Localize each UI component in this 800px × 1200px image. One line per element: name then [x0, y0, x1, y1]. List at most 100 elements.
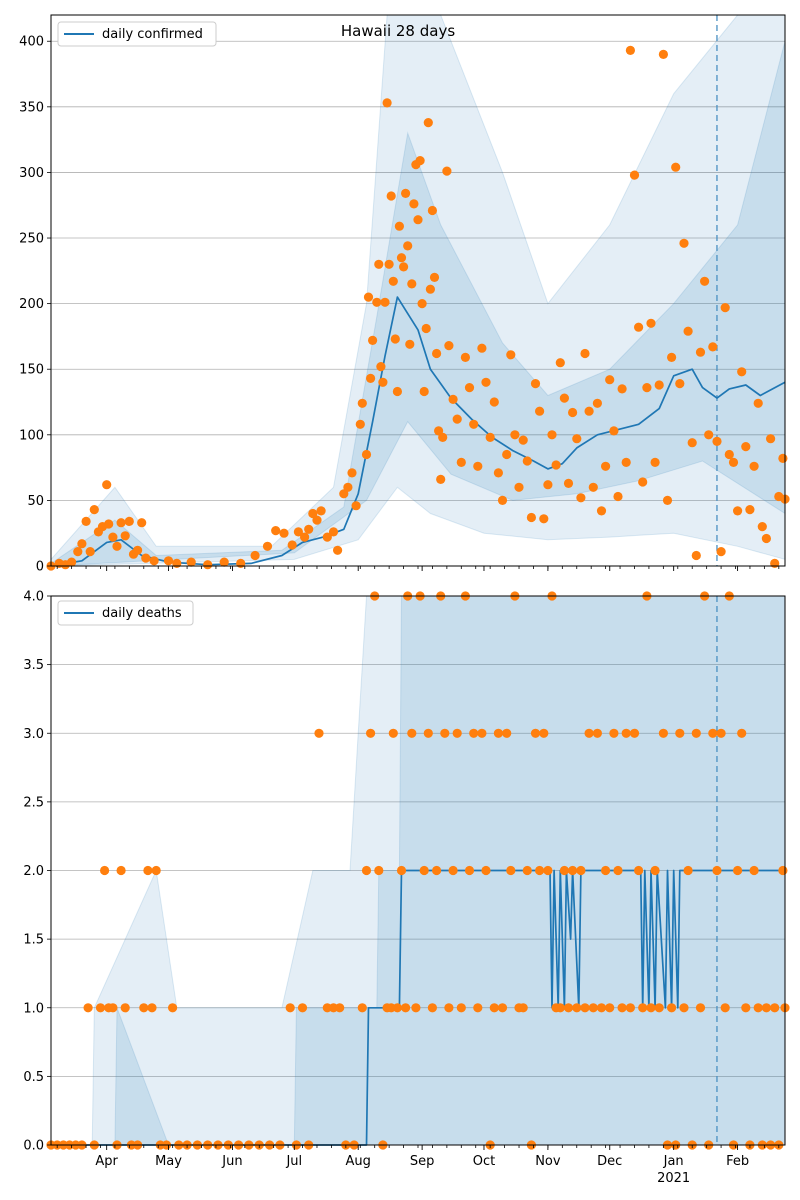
- data-point: [378, 377, 388, 387]
- data-point: [427, 205, 437, 216]
- data-point: [634, 865, 644, 876]
- data-point: [708, 728, 718, 738]
- data-point: [333, 545, 343, 555]
- data-point: [357, 398, 367, 408]
- data-point: [89, 505, 99, 515]
- y-tick-label: 1.0: [23, 1001, 44, 1016]
- data-point: [728, 457, 739, 467]
- data-point: [658, 49, 669, 60]
- data-point: [347, 468, 357, 478]
- deaths-axes: 0.0 0.5 1.0 1.5 2.0 2.5 3.0 3.5 4.0 Apr May Jun Jul A…: [23, 590, 786, 1186]
- data-point: [314, 728, 324, 738]
- data-point: [149, 556, 159, 566]
- confirmed-points: [46, 45, 790, 571]
- data-point: [667, 352, 677, 362]
- data-point: [108, 1003, 118, 1013]
- data-point: [753, 1003, 763, 1013]
- data-point: [438, 432, 448, 442]
- data-point: [429, 272, 440, 282]
- y-tick-label: 400: [19, 35, 44, 50]
- confirmed-legend: daily confirmed: [57, 21, 217, 47]
- data-point: [413, 215, 423, 225]
- data-point: [485, 432, 495, 442]
- data-point: [617, 384, 627, 394]
- data-point: [704, 430, 714, 440]
- data-point: [419, 865, 429, 876]
- data-point: [778, 453, 788, 463]
- data-point: [427, 1003, 437, 1013]
- data-point: [366, 373, 376, 383]
- y-tick-label: 150: [19, 363, 44, 378]
- data-point: [440, 728, 450, 738]
- data-point: [601, 461, 611, 471]
- data-point: [112, 541, 122, 551]
- data-point: [654, 1003, 664, 1013]
- data-point: [382, 98, 392, 108]
- data-point: [415, 156, 425, 166]
- data-point: [559, 865, 570, 876]
- data-point: [683, 865, 693, 876]
- data-point: [297, 1003, 308, 1013]
- data-point: [493, 728, 503, 738]
- data-point: [514, 482, 524, 492]
- data-point: [580, 1003, 590, 1013]
- y-tick-label: 0.0: [23, 1139, 44, 1154]
- data-point: [186, 557, 196, 567]
- data-point: [708, 342, 718, 352]
- data-point: [392, 1003, 402, 1013]
- data-point: [650, 865, 660, 876]
- data-point: [667, 1003, 677, 1013]
- data-point: [539, 514, 549, 524]
- data-point: [555, 1003, 565, 1013]
- data-point: [576, 865, 586, 876]
- data-point: [563, 1003, 574, 1013]
- data-point: [432, 865, 442, 876]
- x-tick-label: Jun: [221, 1154, 242, 1169]
- data-point: [460, 352, 470, 362]
- data-point: [572, 1003, 582, 1013]
- data-point: [390, 334, 400, 344]
- data-point: [749, 865, 759, 876]
- y-tick-label: 2.5: [23, 795, 44, 810]
- y-tick-label: 50: [27, 494, 44, 509]
- data-point: [691, 728, 701, 738]
- data-point: [662, 495, 673, 505]
- data-point: [444, 341, 454, 351]
- chart-title: Hawaii 28 days: [341, 22, 455, 40]
- y-tick-label: 300: [19, 166, 44, 181]
- data-point: [124, 516, 134, 527]
- data-point: [374, 259, 384, 269]
- data-point: [530, 728, 541, 738]
- x-tick-label: Apr: [95, 1154, 118, 1169]
- data-point: [671, 162, 681, 172]
- data-point: [85, 547, 95, 557]
- data-point: [753, 398, 763, 408]
- data-point: [530, 379, 541, 389]
- data-point: [481, 865, 491, 876]
- data-point: [442, 166, 452, 176]
- data-point: [448, 394, 458, 404]
- data-point: [687, 438, 697, 448]
- data-point: [588, 1003, 598, 1013]
- data-point: [617, 1003, 627, 1013]
- data-point: [757, 522, 767, 532]
- data-point: [629, 728, 640, 738]
- data-point: [621, 457, 631, 467]
- data-point: [139, 1003, 149, 1013]
- data-point: [650, 457, 660, 467]
- data-point: [621, 728, 631, 738]
- data-point: [720, 303, 730, 313]
- data-point: [716, 728, 726, 738]
- data-point: [601, 865, 611, 876]
- y-tick-label: 0.5: [23, 1070, 44, 1085]
- data-point: [518, 435, 528, 445]
- data-point: [407, 728, 417, 738]
- data-point: [712, 865, 722, 876]
- data-point: [592, 728, 603, 738]
- data-point: [613, 865, 623, 876]
- data-point: [147, 1003, 157, 1013]
- data-point: [236, 558, 246, 569]
- data-point: [104, 519, 114, 529]
- data-point: [695, 1003, 706, 1013]
- data-point: [526, 512, 537, 523]
